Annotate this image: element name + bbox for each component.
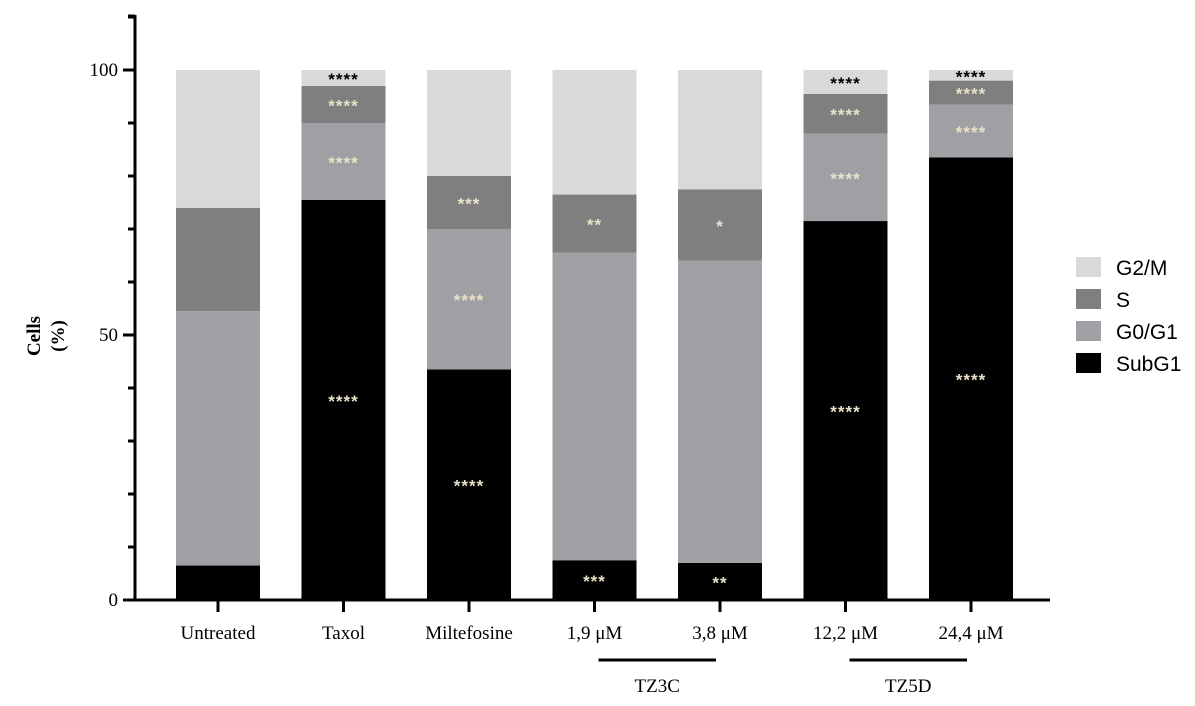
significance-g0-g1-5: ****	[830, 169, 860, 188]
bar-segment-g0-g1-5	[803, 133, 888, 222]
bar-segment-s-1	[301, 85, 386, 123]
x-tick-label-6: 24,4 μM	[938, 623, 1003, 644]
significance-g0-g1-6: ****	[956, 123, 986, 142]
significance-subg1-6: ****	[956, 371, 986, 390]
significance-annotations: ****************************************…	[328, 67, 986, 592]
bar-segment-g0-g1-3	[552, 252, 637, 561]
significance-s-4: *	[716, 217, 724, 236]
bar-segment-subg1-3	[552, 560, 637, 600]
bar-segment-g2-m-1	[301, 70, 386, 86]
bar-segment-s-4	[678, 189, 762, 261]
bar-segment-subg1-0	[176, 565, 260, 600]
significance-subg1-2: ****	[454, 477, 484, 496]
significance-g2-m-1: ****	[328, 70, 358, 89]
bar-segment-g2-m-3	[552, 70, 637, 195]
bar-segment-g0-g1-1	[301, 123, 386, 200]
significance-s-1: ****	[328, 96, 358, 115]
significance-s-5: ****	[830, 106, 860, 125]
bar-segment-g0-g1-6	[929, 104, 1013, 158]
bars-layer	[176, 70, 1013, 601]
legend-swatch-g2-m	[1076, 257, 1101, 277]
legend-label-subg1: SubG1	[1116, 353, 1181, 376]
bar-segment-g2-m-0	[176, 70, 260, 208]
bar-segment-s-2	[427, 176, 511, 229]
bar-segment-s-5	[803, 93, 888, 134]
group-labels: TZ3C TZ5D	[598, 658, 967, 697]
axes-layer: 0 50 100	[90, 14, 1050, 612]
bar-segment-g2-m-2	[427, 70, 511, 176]
legend-label-g0-g1: G0/G1	[1116, 321, 1178, 344]
bar-segment-g0-g1-4	[678, 260, 762, 563]
bar-segment-subg1-4	[678, 562, 762, 600]
significance-s-2: ***	[458, 195, 481, 214]
significance-g2-m-6: ****	[956, 67, 986, 86]
x-tick-label-1: Taxol	[322, 623, 365, 644]
bar-segment-g2-m-6	[929, 70, 1013, 81]
group-label-1: TZ5D	[885, 676, 931, 697]
bar-segment-g2-m-4	[678, 70, 762, 190]
bar-segment-g0-g1-2	[427, 229, 511, 370]
significance-subg1-1: ****	[328, 392, 358, 411]
significance-subg1-3: ***	[583, 572, 606, 591]
bar-segment-s-0	[176, 207, 260, 312]
bar-segment-g2-m-5	[803, 70, 888, 94]
y-tick-label-50: 50	[99, 325, 118, 346]
bar-segment-subg1-1	[301, 199, 386, 600]
significance-g2-m-5: ****	[830, 74, 860, 93]
significance-subg1-5: ****	[830, 403, 860, 422]
bar-segment-g0-g1-0	[176, 311, 260, 566]
legend-swatch-g0-g1	[1076, 321, 1101, 341]
bar-segment-subg1-2	[427, 369, 511, 600]
significance-s-6: ****	[956, 85, 986, 104]
bar-segment-s-6	[929, 80, 1013, 105]
x-tick-label-5: 12,2 μM	[813, 623, 878, 644]
significance-subg1-4: **	[712, 573, 727, 592]
legend-label-g2-m: G2/M	[1116, 257, 1167, 280]
x-tick-labels: Untreated Taxol Miltefosine 1,9 μM 3,8 μM 12,…	[181, 623, 1004, 644]
x-tick-label-3: 1,9 μM	[567, 623, 623, 644]
legend-label-s: S	[1116, 289, 1130, 312]
significance-g0-g1-1: ****	[328, 153, 358, 172]
significance-s-3: **	[587, 216, 602, 235]
y-axis-label-line2: (%)	[48, 320, 69, 352]
y-axis-label-line1: Cells	[24, 316, 45, 356]
x-tick-label-2: Miltefosine	[425, 623, 513, 644]
bar-segment-s-3	[552, 194, 637, 253]
x-tick-label-0: Untreated	[181, 623, 256, 644]
bar-segment-subg1-5	[803, 221, 888, 601]
x-tick-label-4: 3,8 μM	[692, 623, 748, 644]
bar-segment-subg1-6	[929, 157, 1013, 600]
y-tick-label-0: 0	[109, 590, 119, 611]
group-label-0: TZ3C	[635, 676, 680, 697]
legend-swatch-s	[1076, 289, 1101, 309]
legend: G2/M S G0/G1 SubG1	[1076, 257, 1181, 376]
significance-g0-g1-2: ****	[454, 291, 484, 310]
y-tick-label-100: 100	[90, 60, 119, 81]
legend-swatch-subg1	[1076, 353, 1101, 373]
